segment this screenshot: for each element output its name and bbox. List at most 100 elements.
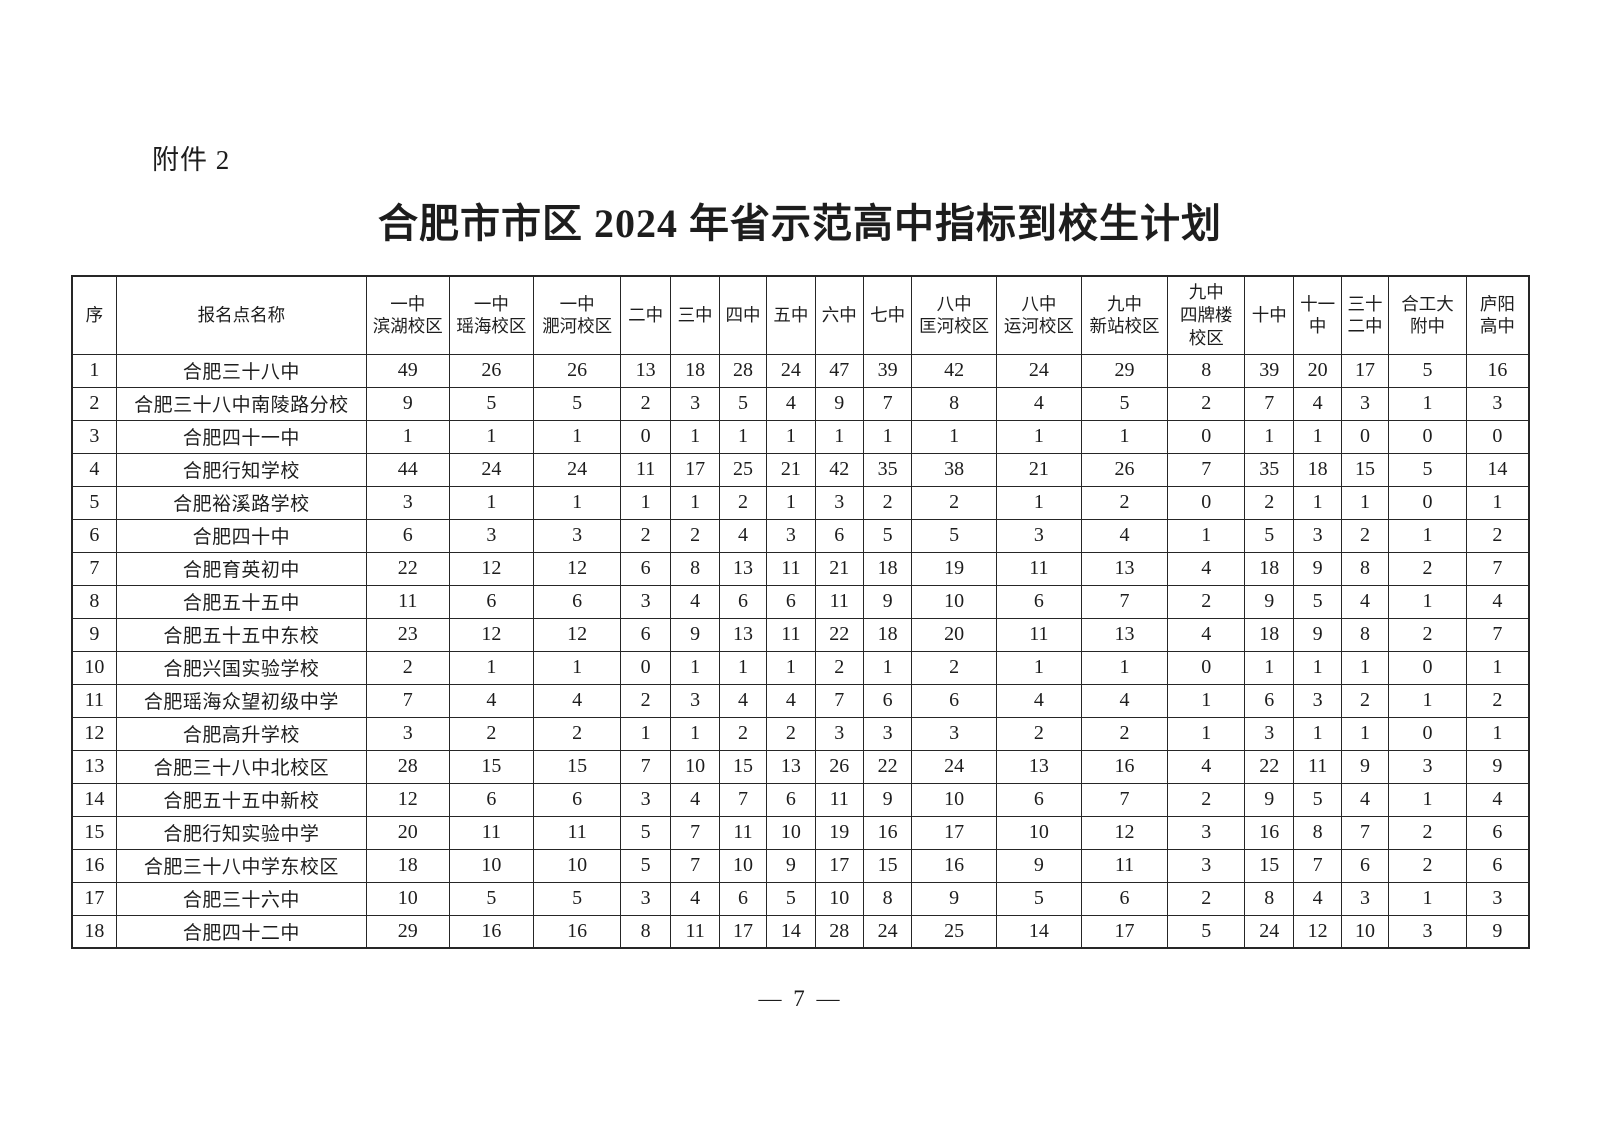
quota-cell: 3	[1340, 881, 1390, 916]
quota-cell: 6	[448, 584, 535, 619]
quota-cell: 7	[670, 848, 720, 883]
quota-cell: 9	[1244, 782, 1295, 817]
quota-cell: 7	[1080, 782, 1169, 817]
quota-cell: 9	[1340, 749, 1390, 784]
row-index: 11	[71, 683, 117, 718]
quota-cell: 3	[448, 518, 535, 553]
quota-cell: 2	[766, 716, 816, 751]
quota-cell: 4	[1293, 386, 1342, 421]
quota-cell: 3	[1293, 683, 1342, 718]
quota-cell: 6	[996, 782, 1082, 817]
school-name: 合肥四十一中	[115, 419, 367, 454]
quota-cell: 1	[1080, 419, 1169, 454]
quota-cell: 0	[1388, 485, 1467, 520]
quota-cell: 20	[365, 815, 450, 850]
quota-cell: 13	[718, 551, 768, 586]
row-index: 9	[71, 617, 117, 652]
quota-cell: 7	[1465, 551, 1530, 586]
quota-cell: 15	[448, 749, 535, 784]
quota-cell: 2	[1465, 683, 1530, 718]
quota-cell: 1	[1167, 683, 1246, 718]
quota-cell: 12	[448, 551, 535, 586]
table-row: 6 合肥四十中 6 3 3 2 2 4 3 6 5 5 3 4 1 5 3 2 1 2	[71, 518, 1530, 553]
quota-cell: 18	[670, 353, 720, 388]
quota-cell: 11	[670, 914, 720, 949]
quota-cell: 11	[619, 452, 672, 487]
quota-cell: 2	[1340, 518, 1390, 553]
quota-cell: 2	[1080, 716, 1169, 751]
quota-cell: 2	[1167, 881, 1246, 916]
quota-cell: 0	[1167, 485, 1246, 520]
quota-cell: 26	[448, 353, 535, 388]
quota-cell: 8	[1340, 617, 1390, 652]
quota-cell: 6	[718, 584, 768, 619]
quota-cell: 39	[862, 353, 913, 388]
quota-cell: 1	[365, 419, 450, 454]
quota-cell: 10	[911, 584, 997, 619]
quota-cell: 4	[670, 881, 720, 916]
column-header: 一中 淝河校区	[533, 275, 621, 355]
quota-cell: 4	[1167, 551, 1246, 586]
quota-cell: 10	[365, 881, 450, 916]
quota-cell: 1	[1293, 716, 1342, 751]
quota-cell: 9	[1244, 584, 1295, 619]
quota-cell: 20	[911, 617, 997, 652]
quota-cell: 38	[911, 452, 997, 487]
quota-cell: 10	[718, 848, 768, 883]
quota-cell: 3	[365, 485, 450, 520]
quota-cell: 8	[1167, 353, 1246, 388]
quota-cell: 1	[1388, 683, 1467, 718]
quota-cell: 28	[365, 749, 450, 784]
quota-cell: 23	[365, 617, 450, 652]
quota-cell: 7	[670, 815, 720, 850]
quota-cell: 5	[1388, 452, 1467, 487]
quota-cell: 4	[448, 683, 535, 718]
quota-cell: 12	[533, 617, 621, 652]
row-index: 17	[71, 881, 117, 916]
quota-cell: 3	[862, 716, 913, 751]
quota-cell: 15	[1244, 848, 1295, 883]
quota-cell: 3	[814, 716, 864, 751]
quota-cell: 2	[1167, 782, 1246, 817]
table-row: 2 合肥三十八中南陵路分校 9 5 5 2 3 5 4 9 7 8 4 5 2 7 4 3 1 3	[71, 386, 1530, 421]
quota-cell: 18	[862, 551, 913, 586]
quota-cell: 11	[1293, 749, 1342, 784]
quota-cell: 47	[814, 353, 864, 388]
quota-cell: 1	[766, 485, 816, 520]
column-header: 一中 滨湖校区	[365, 275, 450, 355]
quota-cell: 4	[1340, 584, 1390, 619]
quota-cell: 1	[1388, 782, 1467, 817]
quota-cell: 5	[1244, 518, 1295, 553]
quota-cell: 5	[911, 518, 997, 553]
quota-cell: 10	[911, 782, 997, 817]
quota-cell: 2	[448, 716, 535, 751]
row-index: 7	[71, 551, 117, 586]
quota-cell: 11	[996, 551, 1082, 586]
quota-cell: 3	[619, 782, 672, 817]
attachment-label: 附件 2	[152, 145, 231, 175]
table-row: 10 合肥兴国实验学校 2 1 1 0 1 1 1 2 1 2 1 1 0 1 1 1 0 1	[71, 650, 1530, 685]
quota-cell: 4	[996, 683, 1082, 718]
quota-cell: 44	[365, 452, 450, 487]
quota-cell: 6	[718, 881, 768, 916]
column-header: 十一 中	[1293, 275, 1342, 355]
quota-cell: 9	[1465, 749, 1530, 784]
quota-cell: 2	[718, 485, 768, 520]
quota-cell: 28	[814, 914, 864, 949]
quota-cell: 3	[996, 518, 1082, 553]
school-name: 合肥五十五中东校	[115, 617, 367, 652]
column-header: 九中 四牌楼 校区	[1167, 275, 1246, 355]
quota-cell: 24	[996, 353, 1082, 388]
quota-cell: 2	[911, 485, 997, 520]
table-row: 13 合肥三十八中北校区 28 15 15 7 10 15 13 26 22 24 13 16 4 22 11 9…	[71, 749, 1530, 784]
quota-cell: 4	[1465, 584, 1530, 619]
quota-cell: 17	[718, 914, 768, 949]
quota-cell: 5	[718, 386, 768, 421]
quota-cell: 1	[1244, 650, 1295, 685]
quota-cell: 15	[862, 848, 913, 883]
quota-cell: 6	[1080, 881, 1169, 916]
quota-cell: 49	[365, 353, 450, 388]
quota-cell: 1	[1465, 650, 1530, 685]
quota-cell: 4	[1080, 683, 1169, 718]
column-header: 十中	[1244, 275, 1295, 355]
